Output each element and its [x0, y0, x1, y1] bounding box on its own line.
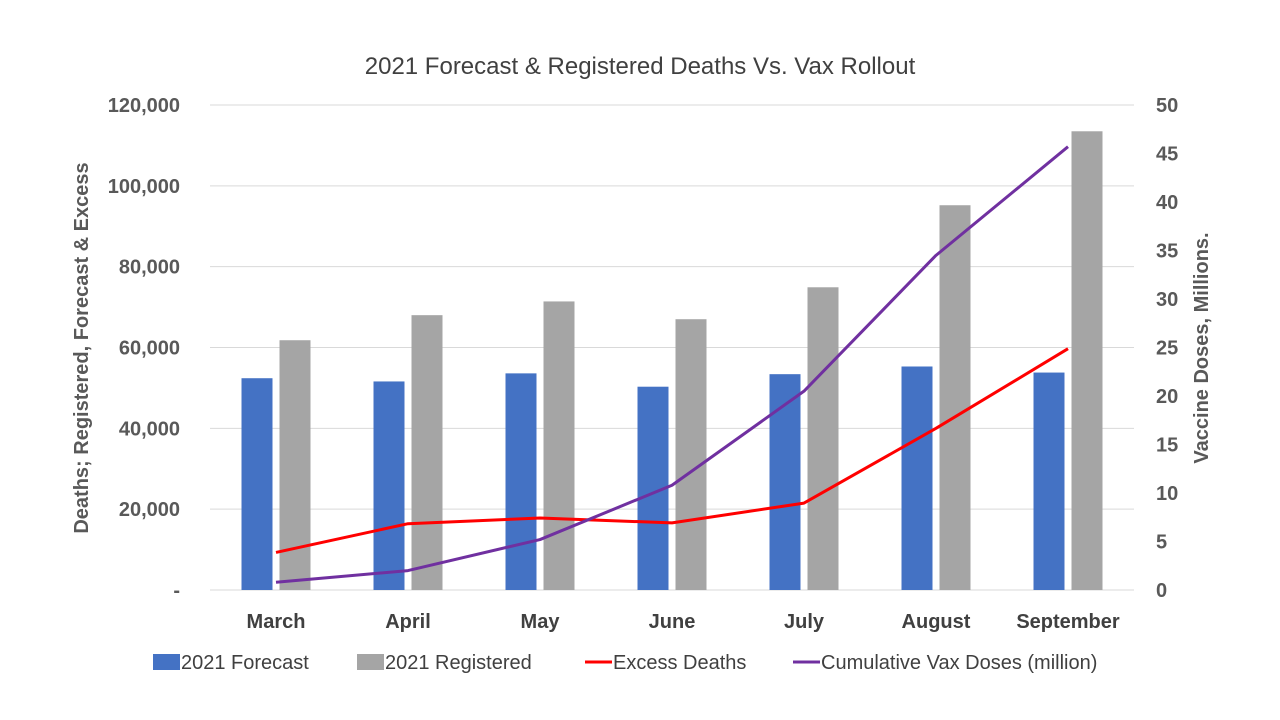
right-axis-ticks: 0 5 10 15 20 25 30 35 40 45 50	[1156, 95, 1178, 602]
y2-tick-label: 50	[1156, 95, 1178, 117]
bars	[241, 131, 1103, 591]
y-tick-label: 120,000	[108, 95, 180, 117]
y2-tick-label: 0	[1156, 580, 1167, 602]
bar-2021-registered	[411, 315, 443, 590]
y2-tick-label: 30	[1156, 289, 1178, 311]
y2-tick-label: 25	[1156, 338, 1178, 360]
y2-tick-label: 10	[1156, 483, 1178, 505]
bar-2021-forecast	[901, 366, 933, 590]
x-tick-label: June	[649, 611, 696, 633]
bar-2021-forecast	[1033, 372, 1065, 590]
bar-2021-forecast	[505, 373, 537, 590]
y2-tick-label: 5	[1156, 532, 1167, 554]
x-tick-label: May	[521, 611, 561, 633]
lines	[275, 145, 1069, 584]
line-cumulative-vax-doses-million-	[275, 145, 1069, 584]
x-tick-label: August	[902, 611, 971, 633]
bar-2021-registered	[939, 205, 971, 590]
chart-title: 2021 Forecast & Registered Deaths Vs. Va…	[365, 53, 916, 80]
y-tick-label: 100,000	[108, 176, 180, 198]
y2-tick-label: 45	[1156, 144, 1178, 166]
line-excess-deaths	[275, 347, 1069, 554]
bar-2021-registered	[543, 301, 575, 590]
y-tick-label: 80,000	[119, 257, 180, 279]
legend-swatch-2021-registered	[357, 654, 384, 670]
y2-tick-label: 35	[1156, 241, 1178, 263]
legend-label-2021-registered: 2021 Registered	[385, 652, 532, 674]
legend-swatch-2021-forecast	[153, 654, 180, 670]
left-axis-ticks: - 20,000 40,000 60,000 80,000 100,000 120,000	[108, 95, 180, 602]
legend: 2021 Forecast 2021 Registered Excess Death…	[153, 652, 1097, 674]
category-labels: March April May June July August September	[247, 611, 1120, 633]
legend-label-excess-deaths: Excess Deaths	[613, 652, 746, 674]
legend-label-cumulative-vax-doses-million-: Cumulative Vax Doses (million)	[821, 652, 1097, 674]
gridlines	[210, 104, 1134, 591]
y-tick-label: 20,000	[119, 499, 180, 521]
y-tick-label: 40,000	[119, 418, 180, 440]
x-tick-label: April	[385, 611, 431, 633]
x-tick-label: September	[1016, 611, 1120, 633]
legend-label-2021-forecast: 2021 Forecast	[181, 652, 309, 674]
x-tick-label: July	[784, 611, 825, 633]
y2-tick-label: 15	[1156, 435, 1178, 457]
y-tick-label: 60,000	[119, 338, 180, 360]
bar-2021-registered	[675, 319, 707, 590]
bar-2021-forecast	[769, 374, 801, 590]
y2-axis-label: Vaccine Doses, Millions.	[1191, 232, 1213, 463]
bar-2021-registered	[807, 287, 839, 590]
bar-2021-registered	[1071, 131, 1103, 591]
bar-2021-registered	[279, 340, 311, 590]
bar-2021-forecast	[241, 378, 273, 590]
y-axis-label: Deaths; Registered, Forecast & Excess	[71, 162, 93, 533]
x-tick-label: March	[247, 611, 306, 633]
y-tick-label: -	[173, 580, 180, 602]
y2-tick-label: 20	[1156, 386, 1178, 408]
bar-2021-forecast	[373, 381, 405, 590]
y2-tick-label: 40	[1156, 192, 1178, 214]
